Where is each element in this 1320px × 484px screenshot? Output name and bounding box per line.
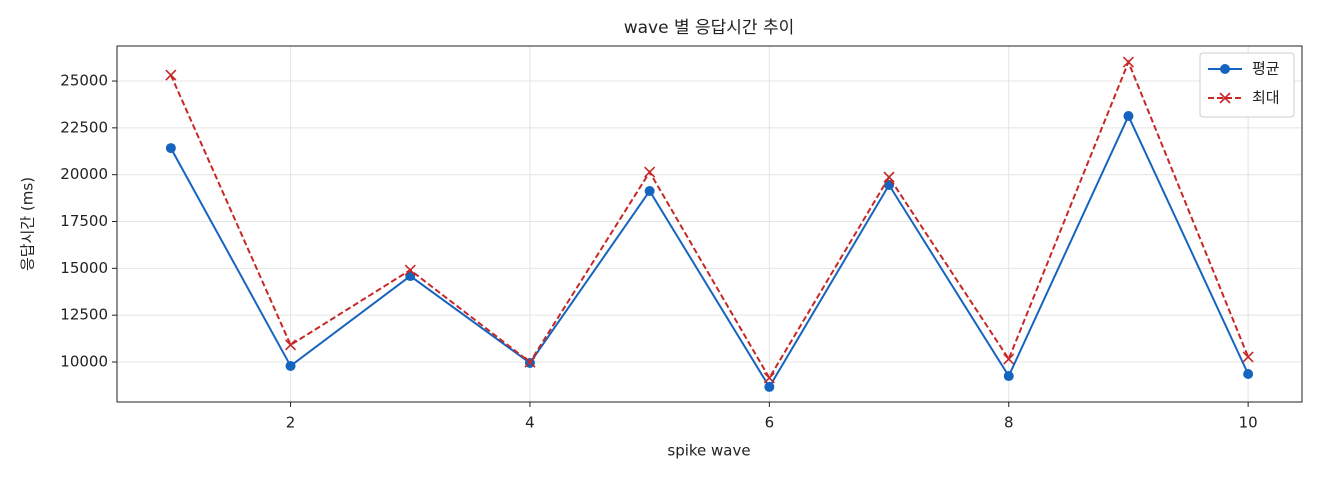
marker — [1123, 111, 1134, 122]
series-line — [169, 113, 1250, 389]
y-tick-label: 20000 — [60, 165, 108, 183]
y-tick-label: 22500 — [60, 118, 108, 136]
marker — [764, 381, 775, 392]
x-tick-label: 2 — [286, 414, 296, 432]
x-axis-label: spike wave — [667, 442, 750, 460]
legend-marker — [1219, 92, 1231, 104]
legend-marker — [1220, 64, 1230, 74]
marker — [1003, 371, 1014, 382]
marker — [644, 185, 655, 196]
marker — [284, 339, 297, 351]
y-tick-label: 12500 — [60, 306, 108, 324]
chart-title: wave 별 응답시간 추이 — [624, 18, 795, 38]
legend-label: 최대 — [1252, 89, 1280, 107]
marker — [1122, 56, 1135, 68]
y-tick-label: 25000 — [60, 72, 108, 90]
marker — [404, 264, 416, 276]
legend-label: 평균 — [1252, 60, 1280, 78]
marker — [165, 143, 176, 154]
y-tick-label: 17500 — [60, 212, 108, 230]
marker — [1243, 368, 1254, 379]
series-line — [169, 59, 1250, 380]
marker — [644, 166, 656, 178]
x-tick-label: 6 — [765, 414, 775, 432]
plot-frame — [116, 45, 1303, 403]
marker — [165, 69, 177, 81]
marker — [763, 372, 775, 384]
marker — [1003, 353, 1015, 365]
marker — [285, 360, 296, 371]
marker — [524, 356, 536, 368]
marker — [883, 171, 895, 183]
y-axis-label: 응답시간 (ms) — [19, 177, 37, 271]
y-tick-label: 10000 — [60, 353, 108, 371]
y-tick-label: 15000 — [60, 259, 108, 277]
x-tick-label: 4 — [525, 414, 535, 432]
legend-box — [1199, 52, 1295, 118]
marker — [1242, 351, 1254, 363]
x-tick-label: 8 — [1004, 414, 1014, 432]
x-tick-label: 10 — [1239, 414, 1258, 432]
